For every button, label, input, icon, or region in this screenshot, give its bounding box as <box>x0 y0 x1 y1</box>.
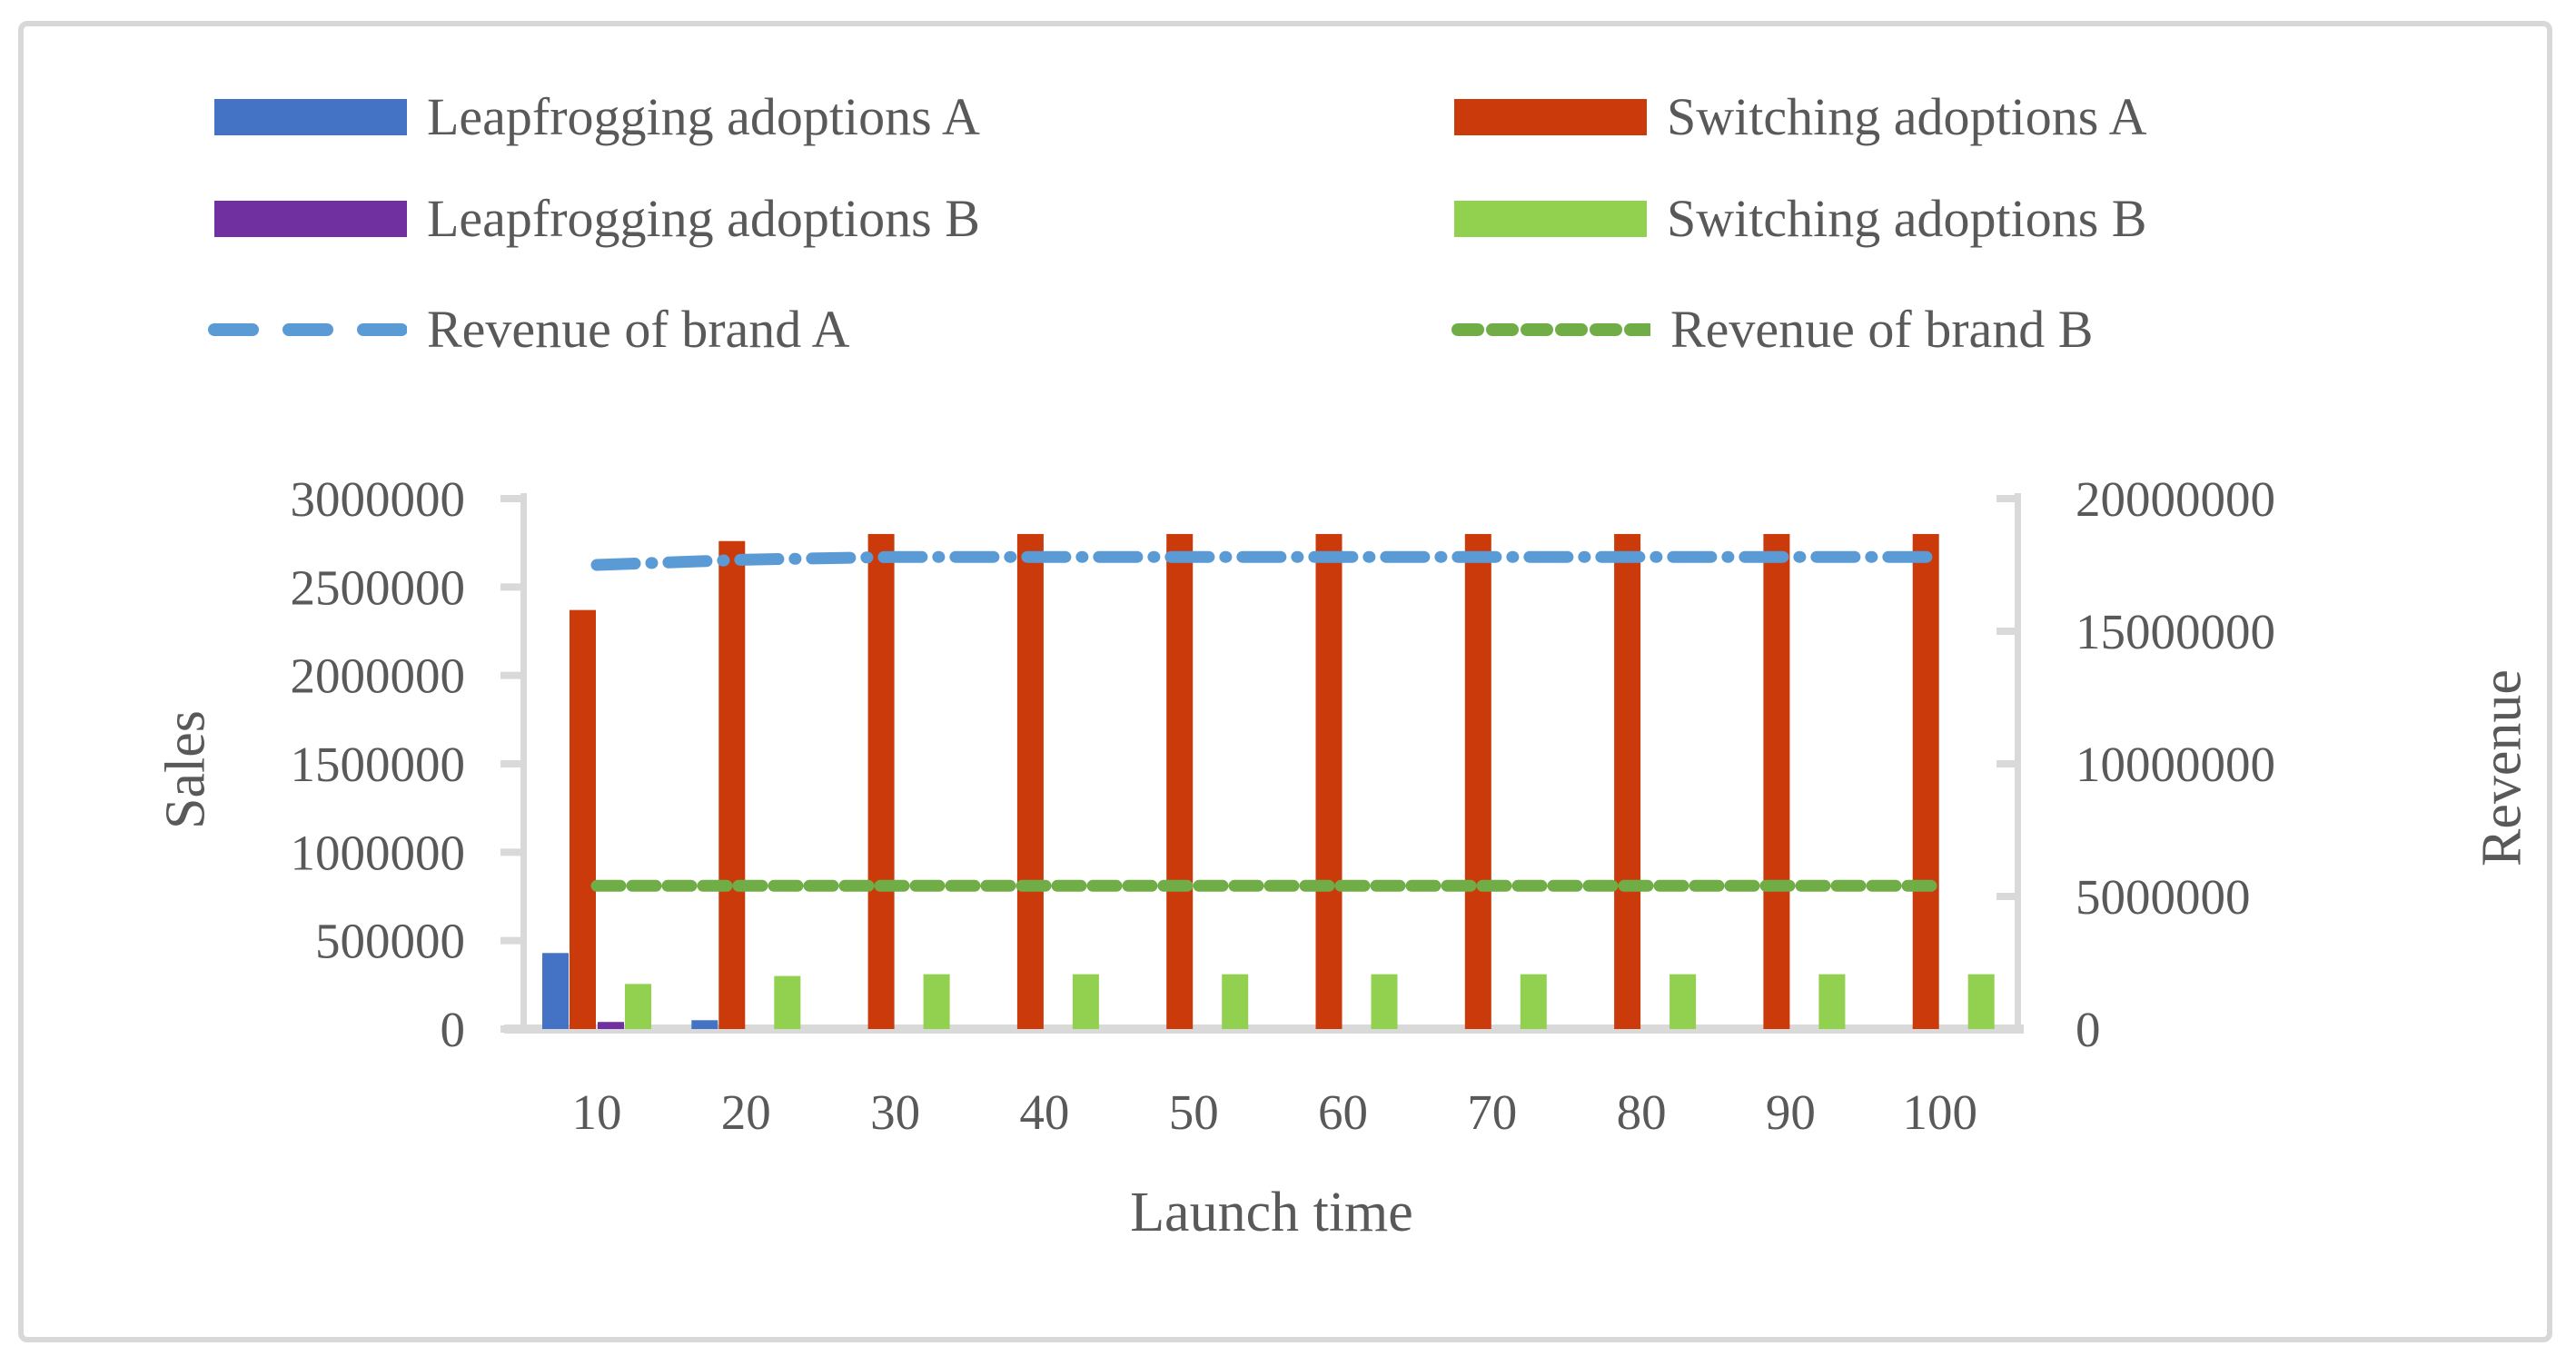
legend-label: Leapfrogging adoptions A <box>427 87 980 146</box>
left-axis-tick <box>500 760 523 767</box>
bar-switching-adoptions-b <box>1967 974 1995 1029</box>
left-axis-tick <box>500 495 523 502</box>
right-axis-tick-label: 0 <box>2076 1002 2101 1057</box>
legend-swatch-switching-a <box>1454 99 1647 135</box>
left-axis-tick <box>500 671 523 679</box>
bar-switching-adoptions-b <box>923 974 950 1029</box>
left-axis-tick-label: 2000000 <box>291 648 466 704</box>
legend-item-leapfrogging-b: Leapfrogging adoptions B <box>214 193 980 245</box>
left-axis-tick-label: 500000 <box>315 914 465 969</box>
legend-swatch-leapfrogging-a <box>214 99 407 135</box>
bar-switching-adoptions-a <box>570 609 596 1029</box>
legend-swatch-switching-b <box>1454 201 1647 237</box>
left-axis-tick-label: 2500000 <box>291 559 466 615</box>
x-axis-tick-label: 30 <box>870 1084 920 1140</box>
bar-switching-adoptions-b <box>1072 974 1099 1029</box>
left-axis-tick-label: 3000000 <box>291 471 466 527</box>
left-axis-tick-label: 1500000 <box>291 737 466 792</box>
legend-item-switching-a: Switching adoptions A <box>1454 91 2146 144</box>
bar-leapfrogging-adoptions-a <box>542 953 569 1029</box>
bar-switching-adoptions-a <box>718 540 746 1029</box>
x-axis-line <box>504 1024 2024 1034</box>
x-axis-tick-label: 60 <box>1318 1084 1368 1140</box>
revenue-b-dash-icon <box>1451 323 1650 336</box>
line-revenue-of-brand-a <box>590 550 1947 571</box>
bar-switching-adoptions-b <box>1818 974 1846 1029</box>
right-axis-tick-label: 10000000 <box>2076 737 2275 792</box>
bar-leapfrogging-adoptions-a <box>691 1020 718 1029</box>
bar-switching-adoptions-a <box>1614 533 1641 1029</box>
bar-switching-adoptions-b <box>1520 974 1547 1029</box>
right-axis-tick <box>1996 893 2017 900</box>
x-axis-tick-label: 40 <box>1019 1084 1069 1140</box>
bar-switching-adoptions-b <box>1222 974 1249 1029</box>
revenue-a-dash-icon <box>208 323 407 336</box>
right-axis-tick <box>1996 760 2017 767</box>
bar-switching-adoptions-b <box>774 975 801 1029</box>
left-axis-tick <box>500 583 523 591</box>
right-axis-line <box>2015 493 2021 1034</box>
x-axis-tick-label: 90 <box>1766 1084 1816 1140</box>
right-axis-tick <box>1996 1025 2017 1033</box>
legend-label: Leapfrogging adoptions B <box>427 189 980 248</box>
x-axis-tick-label: 70 <box>1467 1084 1517 1140</box>
right-axis-tick-label: 5000000 <box>2076 869 2251 925</box>
legend-item-switching-b: Switching adoptions B <box>1454 193 2146 245</box>
x-axis-tick-label: 10 <box>572 1084 622 1140</box>
bar-switching-adoptions-a <box>1912 533 1939 1029</box>
left-axis-tick-label: 1000000 <box>291 825 466 880</box>
legend-item-leapfrogging-a: Leapfrogging adoptions A <box>214 91 980 144</box>
figure-border <box>18 21 2552 1342</box>
x-axis-title: Launch time <box>1130 1182 1413 1243</box>
bar-switching-adoptions-a <box>1315 533 1342 1029</box>
bar-switching-adoptions-b <box>1669 974 1697 1029</box>
x-axis-tick-label: 20 <box>721 1084 771 1140</box>
bar-switching-adoptions-a <box>1464 533 1491 1029</box>
right-axis-tick-label: 20000000 <box>2076 471 2275 527</box>
left-axis-title: Sales <box>154 710 217 829</box>
left-axis-tick-label: 0 <box>441 1002 466 1057</box>
left-axis-tick <box>500 1025 523 1033</box>
bar-switching-adoptions-b <box>1371 974 1398 1029</box>
legend-swatch-leapfrogging-b <box>214 201 407 237</box>
right-axis-title: Revenue <box>2471 669 2533 866</box>
left-axis-line <box>520 493 527 1034</box>
bar-switching-adoptions-a <box>867 533 895 1029</box>
bar-switching-adoptions-a <box>1016 533 1044 1029</box>
legend-item-revenue-a: Revenue of brand A <box>207 303 849 356</box>
legend-label: Revenue of brand A <box>427 300 850 359</box>
bar-switching-adoptions-a <box>1166 533 1194 1029</box>
x-axis-tick-label: 50 <box>1169 1084 1219 1140</box>
bar-switching-adoptions-a <box>1763 533 1790 1029</box>
x-axis-tick-label: 100 <box>1902 1084 1977 1140</box>
legend-item-revenue-b: Revenue of brand B <box>1451 303 2093 356</box>
right-axis-tick <box>1996 628 2017 635</box>
right-axis-tick-label: 15000000 <box>2076 604 2275 659</box>
bar-leapfrogging-adoptions-b <box>598 1022 624 1029</box>
legend-label: Revenue of brand B <box>1670 300 2094 359</box>
legend-label: Switching adoptions A <box>1667 87 2147 146</box>
bar-switching-adoptions-b <box>625 984 651 1029</box>
left-axis-tick <box>500 936 523 945</box>
right-axis-tick <box>1996 495 2017 502</box>
left-axis-tick <box>500 848 523 856</box>
x-axis-tick-label: 80 <box>1617 1084 1667 1140</box>
legend-label: Switching adoptions B <box>1667 189 2147 248</box>
